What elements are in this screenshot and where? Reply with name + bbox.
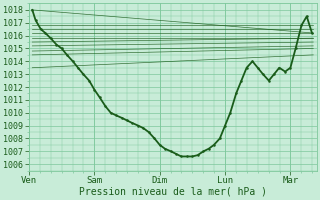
X-axis label: Pression niveau de la mer( hPa ): Pression niveau de la mer( hPa ): [79, 187, 267, 197]
